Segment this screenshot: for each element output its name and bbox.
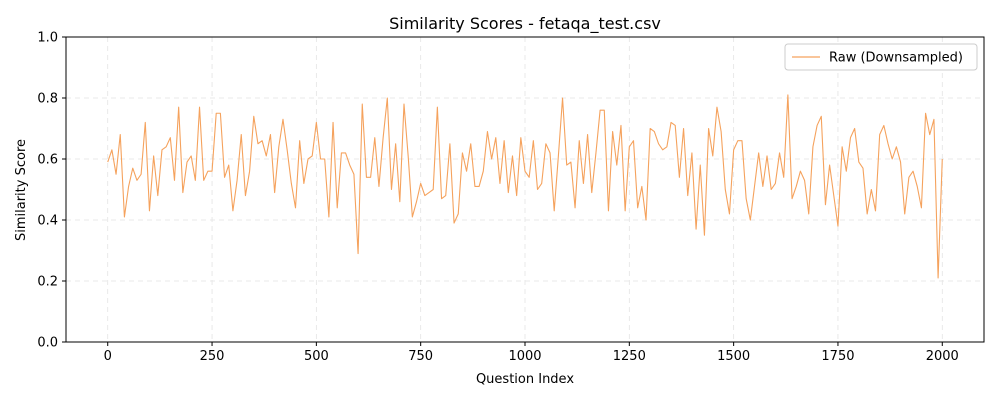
x-tick-label: 1750 (821, 349, 854, 364)
x-tick-label: 1500 (717, 349, 750, 364)
y-tick-label: 0.0 (37, 336, 58, 351)
x-tick-label: 2000 (926, 349, 959, 364)
legend: Raw (Downsampled) (784, 43, 978, 71)
x-axis-label: Question Index (476, 372, 574, 387)
series-line-raw-downsampled (107, 94, 943, 279)
x-tick-label: 250 (200, 349, 225, 364)
legend-label: Raw (Downsampled) (829, 51, 963, 66)
x-tick-label: 500 (304, 349, 329, 364)
y-tick-label: 1.0 (37, 31, 58, 46)
y-tick-label: 0.4 (37, 214, 58, 229)
y-tick-label: 0.8 (37, 92, 58, 107)
x-tick-label: 750 (408, 349, 433, 364)
series-group (107, 94, 943, 279)
y-axis-ticks: 0.0 0.2 0.4 0.6 0.8 1.0 (37, 31, 66, 351)
x-tick-label: 1250 (613, 349, 646, 364)
x-tick-label: 0 (104, 349, 112, 364)
chart-title: Similarity Scores - fetaqa_test.csv (389, 14, 661, 34)
legend-box (784, 43, 978, 71)
y-tick-label: 0.6 (37, 153, 58, 168)
y-axis-label: Similarity Score (14, 139, 29, 241)
y-tick-label: 0.2 (37, 275, 58, 290)
x-axis-ticks: 0 250 500 750 1000 1250 1500 1750 2000 (104, 342, 959, 364)
x-tick-label: 1000 (508, 349, 541, 364)
